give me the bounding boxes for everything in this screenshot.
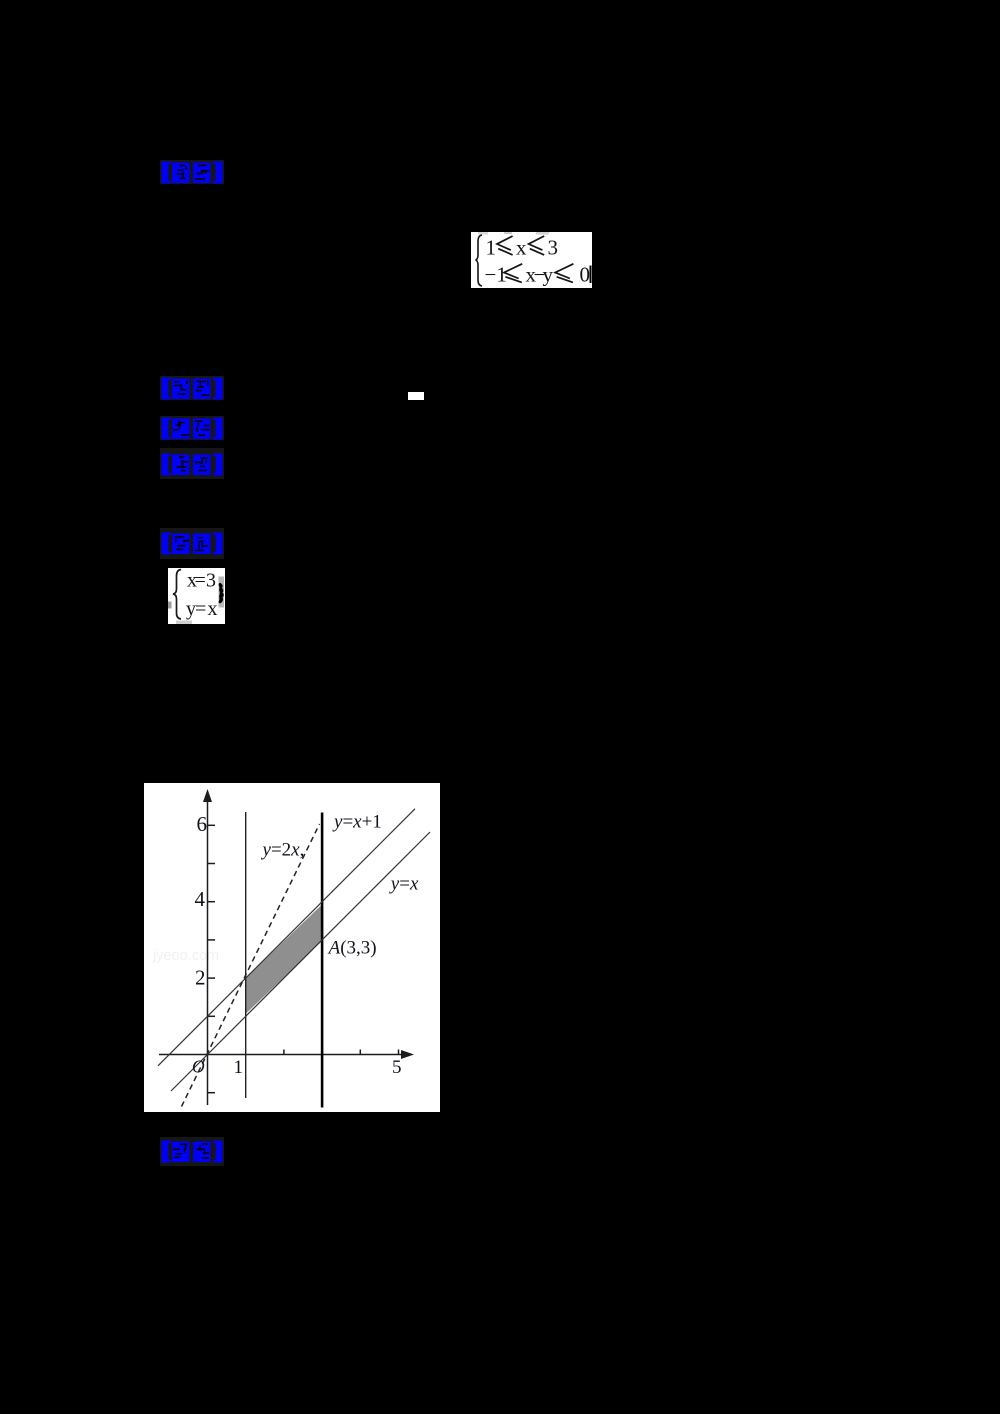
svg-text:2: 2	[195, 966, 206, 990]
svg-text:4: 4	[195, 887, 206, 911]
svg-text:=: =	[195, 598, 206, 620]
svg-text:1: 1	[234, 1057, 244, 1078]
svg-text:y=x: y=x	[389, 874, 419, 895]
svg-text:3: 3	[206, 570, 216, 592]
svg-text:0: 0	[580, 263, 591, 287]
svg-text:y: y	[186, 598, 196, 620]
svg-text:−1: −1	[485, 263, 507, 287]
svg-text:1: 1	[486, 236, 497, 260]
svg-text:jyeoo.com: jyeoo.com	[152, 948, 219, 964]
svg-text:O: O	[192, 1057, 205, 1077]
svg-text:A(3,3): A(3,3)	[327, 938, 377, 959]
svg-text:3: 3	[548, 236, 559, 260]
svg-text:−: −	[534, 263, 546, 287]
svg-text:x: x	[526, 263, 537, 287]
svg-text:x: x	[208, 598, 218, 620]
svg-text:y=x+1: y=x+1	[332, 812, 382, 833]
svg-text:y: y	[543, 263, 554, 287]
svg-text:x: x	[187, 570, 197, 592]
svg-text:y=2x,: y=2x,	[261, 840, 305, 861]
svg-text:=: =	[195, 570, 206, 592]
svg-text:6: 6	[197, 812, 208, 836]
svg-text:5: 5	[392, 1057, 402, 1078]
svg-text:x: x	[516, 236, 527, 260]
